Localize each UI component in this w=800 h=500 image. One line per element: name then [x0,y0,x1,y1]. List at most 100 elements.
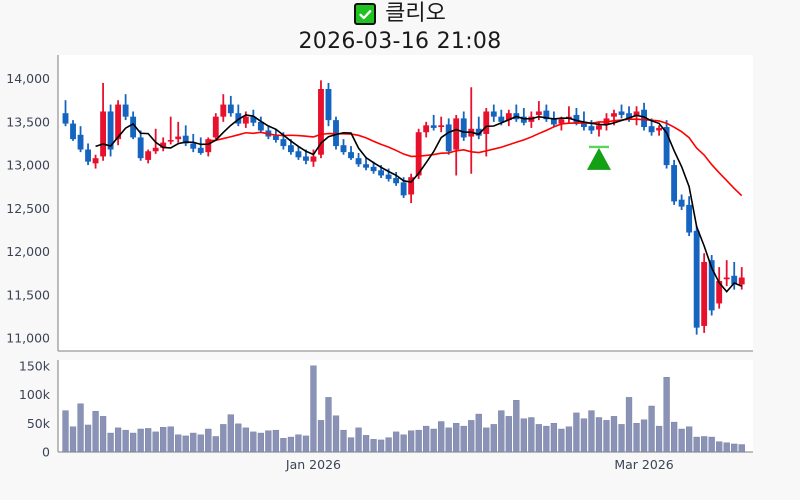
candle-body [693,230,700,328]
volume-bar [302,435,310,453]
volume-bar [686,426,693,453]
volume-bar [242,427,249,453]
volume-bar [317,420,325,453]
volume-bar [325,397,332,453]
candle-body [145,151,152,160]
title-row: 클리오 [0,0,800,28]
candle-body [227,104,234,114]
volume-y-tick-label: 100k [19,387,51,402]
candle-body [62,113,69,124]
volume-bar [543,425,550,453]
volume-bar [152,431,159,453]
volume-bar [235,423,242,453]
candle-body [716,280,723,304]
volume-bar [678,428,685,453]
candle-body [182,135,189,144]
timestamp-label: 2026-03-16 21:08 [298,29,502,54]
volume-bar [122,429,129,453]
volume-bar [62,410,69,453]
candle-body [445,124,452,152]
volume-bar [468,420,475,453]
candle-body [122,104,129,117]
candle-body [498,116,505,122]
volume-bar [167,426,174,453]
volume-bar [77,403,84,453]
volume-bar [610,416,618,453]
volume-bar [227,414,234,453]
volume-bar [99,416,107,453]
candle-body [671,165,678,202]
volume-bar [295,434,302,453]
volume-bar [250,431,257,453]
candle-body [100,111,107,157]
volume-bar [392,431,400,453]
buy-signal-marker[interactable] [586,145,611,170]
candle-body [686,204,693,233]
volume-bar [520,418,527,453]
volume-bar [528,417,535,453]
volume-bar [355,427,362,453]
volume-bar [220,424,227,453]
price-y-tick-label: 12,500 [6,201,50,216]
candle-body [588,126,595,131]
volume-bar [663,377,670,453]
candle-body [280,139,287,147]
candle-body [678,199,685,207]
price-y-tick-label: 13,000 [6,158,50,173]
candle-body [558,119,565,124]
volume-bar [107,432,114,453]
volume-bar [535,424,542,453]
candle-body [212,116,219,138]
candle-body [535,111,542,115]
volume-y-tick-label: 150k [19,358,51,373]
candle-body [250,116,257,123]
candle-body [550,118,557,125]
moving-average-long-line [208,118,743,197]
volume-bar [92,410,99,453]
candle-body [611,113,617,117]
volume-bar [716,441,723,453]
volume-bar [445,427,452,453]
volume-bar [708,436,715,453]
candle-body [85,149,91,162]
candle-body [460,118,467,138]
candle-body [348,152,354,159]
volume-bar [160,427,167,453]
volume-y-tick-label: 0 [42,445,50,460]
volume-bar [505,416,512,453]
volume-bar [205,428,212,453]
candle-body [483,111,490,134]
candle-body [70,123,76,140]
volume-bar [175,434,182,453]
candle-body [378,170,385,176]
candle-body [701,261,708,326]
candle-body [596,125,602,130]
volume-bar [550,423,558,453]
candle-body [505,113,512,121]
candle-body [152,147,159,152]
volume-bar [738,444,745,453]
volume-y-tick-label: 50k [27,416,51,431]
candle-body [220,104,227,117]
candle-body [663,127,670,166]
candle-body [363,164,369,168]
volume-bar [370,439,377,453]
volume-bar [400,434,407,453]
volume-bar [655,425,663,453]
price-y-tick-label: 12,000 [6,244,50,259]
volume-series [62,365,745,453]
volume-bar [423,425,430,453]
volume-bar [490,424,497,453]
candle-body [242,116,249,124]
price-y-tick-label: 11,500 [6,287,50,302]
volume-bar [332,415,340,453]
volume-bar [633,423,640,453]
volume-bar [498,410,505,453]
candle-body [175,136,182,140]
candle-body [115,104,122,140]
candle-body [167,140,174,142]
candle-body [355,158,362,165]
volume-bar [84,424,92,453]
volume-bar [145,428,152,453]
